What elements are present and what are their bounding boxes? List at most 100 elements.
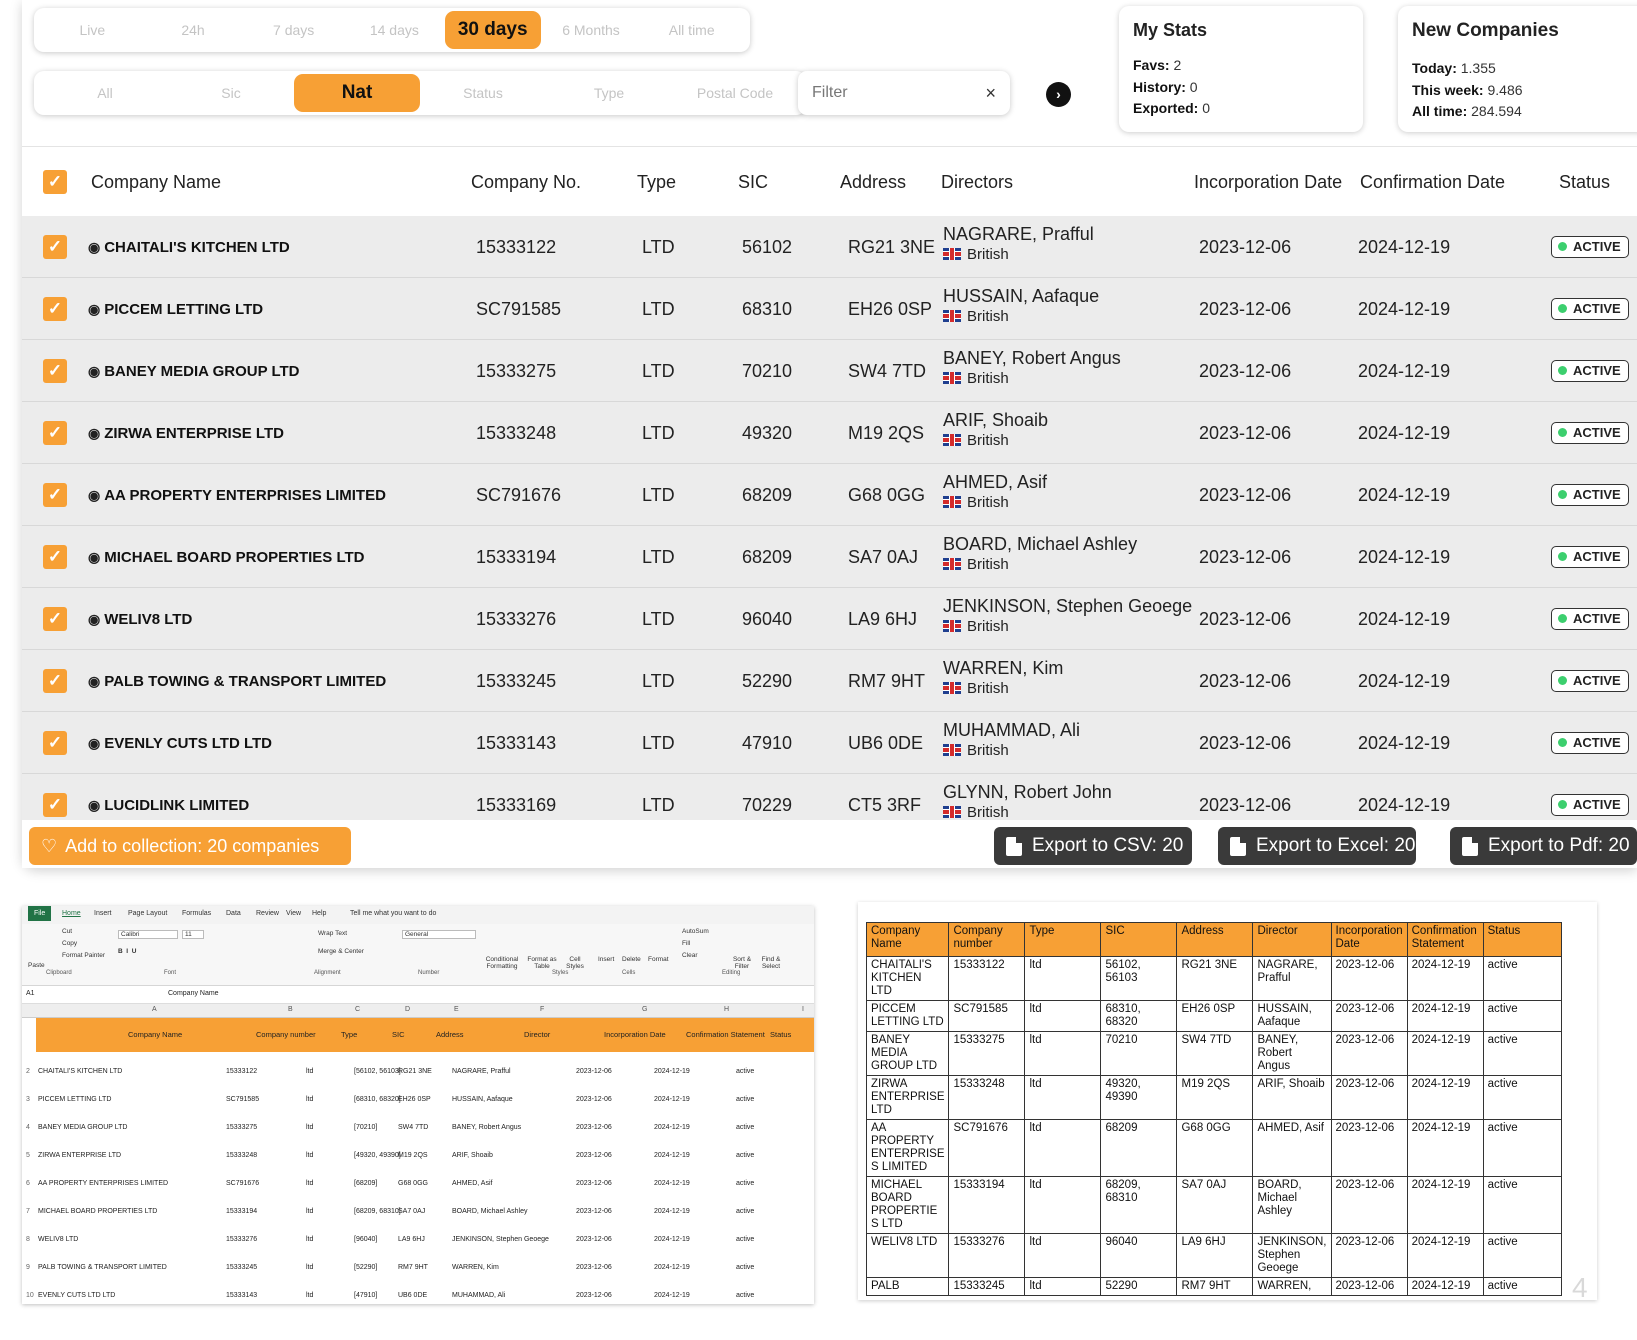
eye-icon[interactable]: ◉ (88, 301, 101, 317)
director-cell: NAGRARE, Prafful British (943, 223, 1094, 264)
excel-tab-file[interactable]: File (28, 906, 52, 921)
pdf-cell: ltd (1024, 1277, 1102, 1296)
col-incorporation-date[interactable]: Incorporation Date (1194, 172, 1343, 192)
filter-tab-nat[interactable]: Nat (294, 74, 420, 112)
table-row[interactable]: ✓ ◉ MICHAEL BOARD PROPERTIES LTD 15333194 LT… (22, 526, 1637, 588)
excel-header-cell: Address (436, 1030, 464, 1039)
excel-tab-formulas[interactable]: Formulas (182, 910, 212, 917)
table-row[interactable]: ✓ ◉ PALB TOWING & TRANSPORT LIMITED 1533324… (22, 650, 1637, 712)
filter-input[interactable]: Filter × (798, 71, 1010, 115)
add-to-collection-button[interactable]: ♡ Add to collection: 20 companies (29, 827, 351, 865)
excel-tab-insert[interactable]: Insert (94, 910, 112, 917)
excel-row: 5 ZIRWA ENTERPRISE LTD 15333248 ltd [49320, … (22, 1136, 814, 1164)
col-sic[interactable]: SIC (738, 172, 769, 192)
excel-tab-view[interactable]: View (286, 910, 302, 917)
row-checkbox[interactable]: ✓ (43, 793, 67, 817)
company-name-cell[interactable]: ◉ EVENLY CUTS LTD LTD (88, 712, 272, 774)
uk-flag-icon (943, 310, 961, 322)
excel-row: 6 AA PROPERTY ENTERPRISES LIMITED SC791676… (22, 1164, 814, 1192)
time-tab-30-days[interactable]: 30 days (444, 11, 541, 49)
row-checkbox[interactable]: ✓ (43, 483, 67, 507)
company-number: 15333248 (476, 423, 557, 443)
eye-icon[interactable]: ◉ (88, 425, 101, 441)
excel-tab-help[interactable]: Help (312, 910, 327, 917)
col-directors[interactable]: Directors (941, 172, 1014, 192)
table-row[interactable]: ✓ ◉ AA PROPERTY ENTERPRISES LIMITED SC79167… (22, 464, 1637, 526)
select-all-checkbox[interactable]: ✓ (43, 170, 67, 194)
col-company-no[interactable]: Company No. (471, 172, 582, 192)
filter-tab-sic[interactable]: Sic (221, 85, 241, 101)
time-tab-live[interactable]: Live (79, 22, 106, 38)
eye-icon[interactable]: ◉ (88, 673, 101, 689)
clear-filter-icon[interactable]: × (985, 83, 996, 103)
excel-tab-page-layout[interactable]: Page Layout (128, 910, 168, 917)
excel-header-cell: Type (341, 1030, 358, 1039)
status-badge: ACTIVE (1551, 484, 1629, 506)
col-address[interactable]: Address (840, 172, 907, 192)
excel-tab-tell-me-what-you-want-to-do[interactable]: Tell me what you want to do (350, 910, 437, 917)
filter-tab-all[interactable]: All (97, 85, 113, 101)
company-name-cell[interactable]: ◉ BANEY MEDIA GROUP LTD (88, 340, 300, 402)
address: CT5 3RF (848, 795, 922, 815)
export-excel-button[interactable]: Export to Excel: 20 (1218, 827, 1416, 865)
column-letter: E (454, 1006, 459, 1013)
table-row[interactable]: ✓ ◉ PICCEM LETTING LTD SC791585 LTD 68310 EH26… (22, 278, 1637, 340)
row-checkbox[interactable]: ✓ (43, 235, 67, 259)
company-name: MICHAEL BOARD PROPERTIES LTD (104, 549, 365, 566)
table-row[interactable]: ✓ ◉ ZIRWA ENTERPRISE LTD 15333248 LTD 49320 M1… (22, 402, 1637, 464)
time-tab-6-months[interactable]: 6 Months (562, 22, 620, 38)
time-tab-7-days[interactable]: 7 days (273, 22, 315, 38)
pdf-cell: active (1482, 1277, 1562, 1296)
filter-tab-status[interactable]: Status (463, 85, 503, 101)
pdf-cell: 52290 (1100, 1277, 1178, 1296)
filter-tab-postal-code[interactable]: Postal Code (696, 85, 774, 101)
cut-label: Cut (62, 928, 73, 935)
time-tab-all-time[interactable]: All time (668, 22, 715, 38)
company-name-cell[interactable]: ◉ ZIRWA ENTERPRISE LTD (88, 402, 284, 464)
export-pdf-button[interactable]: Export to Pdf: 20 (1450, 827, 1637, 865)
col-status[interactable]: Status (1559, 172, 1611, 192)
status-dot-icon (1558, 676, 1567, 685)
col-company-name[interactable]: Company Name (91, 172, 222, 192)
excel-tab-review[interactable]: Review (256, 910, 279, 917)
row-checkbox[interactable]: ✓ (43, 545, 67, 569)
company-name-cell[interactable]: ◉ PICCEM LETTING LTD (88, 278, 263, 340)
eye-icon[interactable]: ◉ (88, 735, 101, 751)
row-checkbox[interactable]: ✓ (43, 607, 67, 631)
excel-tab-home[interactable]: Home (62, 910, 81, 917)
company-name-cell[interactable]: ◉ AA PROPERTY ENTERPRISES LIMITED (88, 464, 386, 526)
status-text: ACTIVE (1573, 487, 1621, 502)
excel-tab-data[interactable]: Data (226, 910, 241, 917)
eye-icon[interactable]: ◉ (88, 239, 101, 255)
company-name-cell[interactable]: ◉ MICHAEL BOARD PROPERTIES LTD (88, 526, 365, 588)
row-checkbox[interactable]: ✓ (43, 297, 67, 321)
col-type[interactable]: Type (637, 172, 677, 192)
row-checkbox[interactable]: ✓ (43, 669, 67, 693)
row-checkbox[interactable]: ✓ (43, 359, 67, 383)
apply-filter-button[interactable]: › (1046, 82, 1071, 107)
company-name-cell[interactable]: ◉ PALB TOWING & TRANSPORT LIMITED (88, 650, 386, 712)
company-name-cell[interactable]: ◉ WELIV8 LTD (88, 588, 192, 650)
table-row[interactable]: ✓ ◉ EVENLY CUTS LTD LTD 15333143 LTD 47910 UB6… (22, 712, 1637, 774)
eye-icon[interactable]: ◉ (88, 611, 101, 627)
eye-icon[interactable]: ◉ (88, 487, 101, 503)
company-name-cell[interactable]: ◉ CHAITALI'S KITCHEN LTD (88, 216, 290, 278)
table-row[interactable]: ✓ ◉ WELIV8 LTD 15333276 LTD 96040 LA9 6HJ 2023-… (22, 588, 1637, 650)
table-row[interactable]: ✓ ◉ CHAITALI'S KITCHEN LTD 15333122 LTD 56102… (22, 216, 1637, 278)
company-name-cell[interactable]: ◉ LUCIDLINK LIMITED (88, 774, 249, 836)
pdf-cell: HUSSAIN, Aafaque (1252, 1000, 1332, 1032)
row-checkbox[interactable]: ✓ (43, 731, 67, 755)
time-tab-14-days[interactable]: 14 days (369, 22, 419, 38)
time-tab-24h[interactable]: 24h (181, 22, 205, 38)
export-csv-button[interactable]: Export to CSV: 20 (994, 827, 1192, 865)
table-row[interactable]: ✓ ◉ BANEY MEDIA GROUP LTD 15333275 LTD 70210 S… (22, 340, 1637, 402)
eye-icon[interactable]: ◉ (88, 797, 101, 813)
filter-tab-type[interactable]: Type (593, 85, 625, 101)
eye-icon[interactable]: ◉ (88, 549, 101, 565)
excel-header-cell: Incorporation Date (604, 1030, 666, 1039)
col-confirmation-date[interactable]: Confirmation Date (1360, 172, 1506, 192)
pdf-cell: 2023-12-06 (1330, 1000, 1408, 1032)
row-checkbox[interactable]: ✓ (43, 421, 67, 445)
eye-icon[interactable]: ◉ (88, 363, 101, 379)
incorporation-date: 2023-12-06 (1199, 609, 1292, 629)
